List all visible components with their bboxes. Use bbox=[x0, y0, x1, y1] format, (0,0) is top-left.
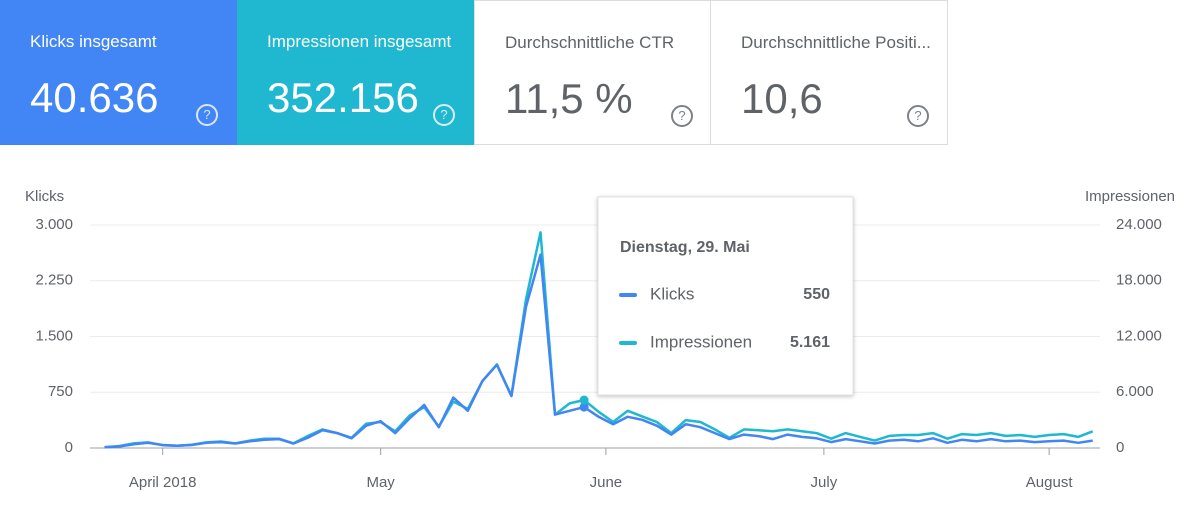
x-tick-label: August bbox=[1026, 474, 1074, 491]
y2-tick-label: 18.000 bbox=[1116, 272, 1162, 289]
y2-tick-label: 12.000 bbox=[1116, 327, 1162, 344]
card[interactable]: Durchschnittliche Positi... 10,6? bbox=[711, 0, 948, 145]
y-tick-label: 3.000 bbox=[35, 216, 73, 233]
help-icon[interactable]: ? bbox=[433, 104, 455, 126]
card-label: Klicks insgesamt bbox=[30, 32, 157, 51]
y2-tick-label: 0 bbox=[1116, 439, 1124, 456]
card-label: Impressionen insgesamt bbox=[267, 32, 452, 51]
y-axis-title: Klicks bbox=[25, 188, 64, 205]
card[interactable]: Klicks insgesamt 40.636? bbox=[0, 0, 237, 145]
card-label: Durchschnittliche Positi... bbox=[741, 33, 931, 52]
y-tick-label: 1.500 bbox=[35, 327, 73, 344]
card-value: 352.156 bbox=[267, 74, 419, 121]
tooltip-series-name: Impressionen bbox=[650, 332, 752, 351]
tooltip-series-name: Klicks bbox=[650, 284, 694, 303]
card-value: 10,6 bbox=[741, 75, 823, 122]
y-tick-label: 750 bbox=[48, 383, 73, 400]
card-value: 11,5 % bbox=[505, 75, 633, 122]
series-line bbox=[104, 253, 1093, 449]
y-tick-label: 2.250 bbox=[35, 272, 73, 289]
help-icon[interactable]: ? bbox=[671, 105, 693, 127]
help-icon[interactable]: ? bbox=[196, 104, 218, 126]
x-tick-label: May bbox=[366, 474, 395, 491]
y2-axis-title: Impressionen bbox=[1085, 188, 1175, 205]
hover-dot bbox=[579, 402, 589, 412]
card[interactable]: Durchschnittliche CTR 11,5 %? bbox=[474, 0, 711, 145]
tooltip-value: 550 bbox=[803, 286, 830, 303]
y2-tick-label: 24.000 bbox=[1116, 216, 1162, 233]
card[interactable]: Impressionen insgesamt 352.156? bbox=[237, 0, 474, 145]
card-value: 40.636 bbox=[30, 74, 159, 121]
x-tick-label: June bbox=[590, 474, 623, 491]
tooltip-title: Dienstag, 29. Mai bbox=[620, 239, 750, 256]
summary-cards: Klicks insgesamt 40.636? Impressionen ins… bbox=[0, 0, 948, 145]
y-tick-label: 0 bbox=[65, 439, 73, 456]
x-tick-label: April 2018 bbox=[129, 474, 197, 491]
tooltip-value: 5.161 bbox=[790, 334, 830, 351]
help-icon[interactable]: ? bbox=[907, 105, 929, 127]
y2-tick-label: 6.000 bbox=[1116, 383, 1154, 400]
x-tick-label: July bbox=[811, 474, 838, 491]
hover-dot bbox=[579, 395, 589, 405]
tooltip bbox=[597, 196, 854, 396]
card-label: Durchschnittliche CTR bbox=[505, 33, 675, 52]
